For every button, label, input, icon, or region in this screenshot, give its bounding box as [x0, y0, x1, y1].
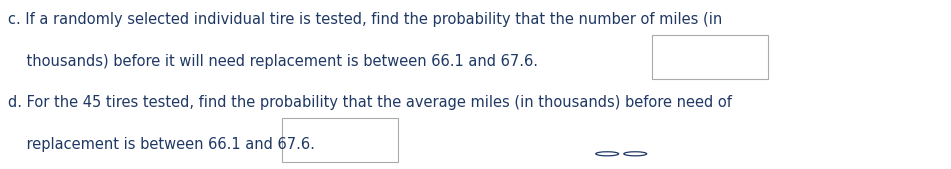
Circle shape — [624, 152, 647, 156]
Text: d. For the 45 tires tested, find the probability that the average miles (in thou: d. For the 45 tires tested, find the pro… — [8, 95, 731, 110]
Text: thousands) before it will need replacement is between 66.1 and 67.6.: thousands) before it will need replaceme… — [8, 54, 537, 69]
Bar — [651, 35, 767, 79]
Text: c. If a randomly selected individual tire is tested, find the probability that t: c. If a randomly selected individual tir… — [8, 12, 722, 27]
Bar — [282, 118, 398, 162]
Circle shape — [595, 152, 618, 156]
Text: replacement is between 66.1 and 67.6.: replacement is between 66.1 and 67.6. — [8, 137, 315, 152]
